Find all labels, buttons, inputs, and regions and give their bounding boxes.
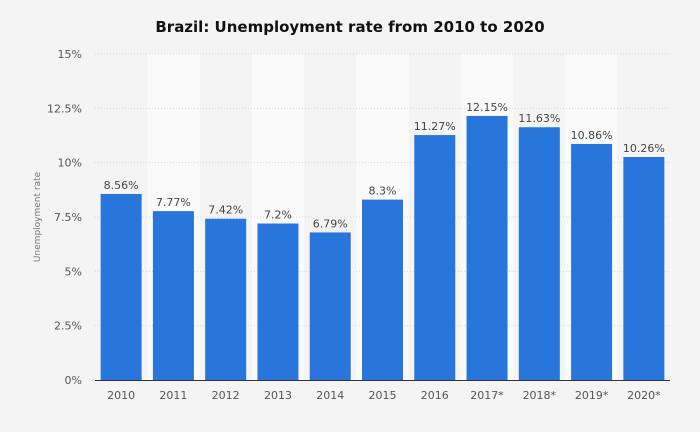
y-tick-label: 10% xyxy=(58,157,82,170)
bar-2011[interactable] xyxy=(152,211,194,380)
data-label: 7.2% xyxy=(264,209,292,222)
y-tick-label: 5% xyxy=(65,265,82,278)
y-tick-label: 7.5% xyxy=(54,211,82,224)
x-tick-label: 2013 xyxy=(264,389,292,402)
bar-2020*[interactable] xyxy=(623,157,665,380)
x-tick-label: 2010 xyxy=(107,389,135,402)
x-tick-label: 2016 xyxy=(421,389,449,402)
data-label: 7.42% xyxy=(208,204,243,217)
x-tick-label: 2012 xyxy=(212,389,240,402)
x-tick-label: 2018* xyxy=(523,389,557,402)
data-label: 10.86% xyxy=(571,129,613,142)
data-label: 11.27% xyxy=(414,120,456,133)
data-label: 8.3% xyxy=(369,185,397,198)
x-tick-label: 2011 xyxy=(159,389,187,402)
bar-2018*[interactable] xyxy=(518,127,560,380)
bar-2015[interactable] xyxy=(362,199,403,380)
y-axis-label: Unemployment rate xyxy=(33,171,43,262)
bar-2012[interactable] xyxy=(205,218,247,380)
x-tick-label: 2019* xyxy=(575,389,609,402)
x-tick-label: 2017* xyxy=(470,389,504,402)
y-tick-label: 2.5% xyxy=(54,320,82,333)
data-label: 8.56% xyxy=(104,179,139,192)
chart-title: Brazil: Unemployment rate from 2010 to 2… xyxy=(155,18,544,36)
x-tick-label: 2015 xyxy=(369,389,397,402)
data-label: 10.26% xyxy=(623,142,665,155)
x-tick-label: 2020* xyxy=(627,389,661,402)
x-tick-label: 2014 xyxy=(316,389,344,402)
data-label: 7.77% xyxy=(156,196,191,209)
data-label: 12.15% xyxy=(466,101,508,114)
data-label: 6.79% xyxy=(313,217,348,230)
bar-2016[interactable] xyxy=(414,135,456,380)
bar-2017*[interactable] xyxy=(466,115,508,380)
bar-2013[interactable] xyxy=(257,223,299,380)
y-tick-label: 15% xyxy=(58,48,82,61)
y-tick-label: 12.5% xyxy=(47,102,82,115)
data-label: 11.63% xyxy=(518,112,560,125)
bar-2014[interactable] xyxy=(309,232,351,380)
bar-2019*[interactable] xyxy=(571,143,613,380)
y-tick-label: 0% xyxy=(65,374,82,387)
bar-2010[interactable] xyxy=(100,193,142,380)
